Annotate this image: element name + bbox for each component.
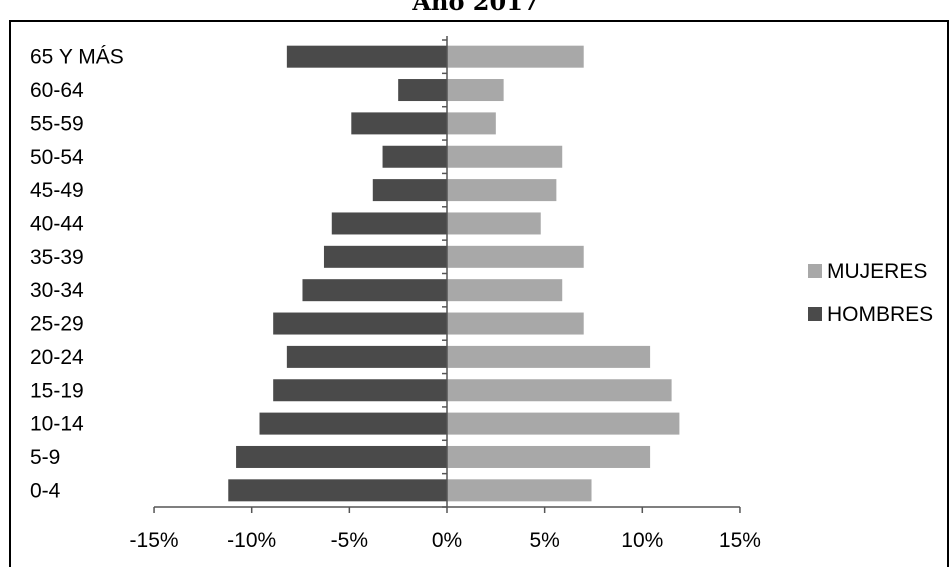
bar-mujeres-4 <box>447 179 557 202</box>
category-label: 0-4 <box>30 479 61 502</box>
bar-hombres-4 <box>372 179 447 202</box>
legend: MUJERES HOMBRES <box>808 260 933 326</box>
bar-hombres-0 <box>286 45 447 68</box>
bar-mujeres-11 <box>447 412 680 435</box>
legend-label-hombres: HOMBRES <box>827 303 933 326</box>
axis-layer <box>153 36 741 513</box>
bar-hombres-6 <box>323 245 447 268</box>
bar-hombres-7 <box>302 279 447 302</box>
bar-mujeres-3 <box>447 145 563 168</box>
bar-hombres-11 <box>259 412 447 435</box>
category-label: 65 Y MÁS <box>30 46 124 69</box>
x-tick-label: 5% <box>529 529 559 552</box>
x-tick-label: 15% <box>719 529 761 552</box>
legend-label-mujeres: MUJERES <box>827 260 927 283</box>
bar-hombres-5 <box>331 212 447 235</box>
bar-mujeres-2 <box>447 112 496 135</box>
chart-title: Año 2017 <box>412 0 540 16</box>
category-label: 30-34 <box>30 279 84 302</box>
category-label: 50-54 <box>30 146 84 169</box>
chart-frame <box>9 20 949 567</box>
x-tick-label: -15% <box>130 529 179 552</box>
category-label: 55-59 <box>30 112 84 135</box>
x-tick-label: -5% <box>331 529 368 552</box>
bar-mujeres-12 <box>447 445 651 468</box>
x-tick-label: -10% <box>227 529 276 552</box>
bar-mujeres-13 <box>447 479 592 502</box>
bar-mujeres-0 <box>447 45 584 68</box>
category-label: 15-19 <box>30 379 84 402</box>
bars-layer <box>228 45 680 502</box>
bar-hombres-9 <box>286 345 447 368</box>
bar-hombres-12 <box>236 445 447 468</box>
category-label: 20-24 <box>30 346 84 369</box>
category-label: 5-9 <box>30 446 60 469</box>
category-label: 40-44 <box>30 212 84 235</box>
legend-swatch-hombres <box>808 307 822 321</box>
x-tick-label: 10% <box>621 529 663 552</box>
bar-hombres-1 <box>398 79 447 102</box>
bar-hombres-13 <box>228 479 447 502</box>
category-label: 35-39 <box>30 246 84 269</box>
tick-labels: -15% -10% -5% 0% 5% 10% 15% <box>130 529 761 552</box>
bar-mujeres-5 <box>447 212 541 235</box>
bar-hombres-3 <box>382 145 447 168</box>
bar-hombres-2 <box>351 112 447 135</box>
category-labels: 65 Y MÁS 60-64 55-59 50-54 45-49 40-44 35-39 30… <box>30 46 124 503</box>
bar-hombres-8 <box>273 312 447 335</box>
x-tick-label: 0% <box>432 529 462 552</box>
legend-swatch-mujeres <box>808 264 822 278</box>
category-label: 60-64 <box>30 79 84 102</box>
category-label: 10-14 <box>30 413 84 436</box>
bar-mujeres-6 <box>447 245 584 268</box>
bar-mujeres-8 <box>447 312 584 335</box>
bar-mujeres-10 <box>447 379 672 402</box>
category-label: 25-29 <box>30 313 84 336</box>
category-label: 45-49 <box>30 179 84 202</box>
bar-mujeres-9 <box>447 345 651 368</box>
bar-mujeres-7 <box>447 279 563 302</box>
bar-mujeres-1 <box>447 79 504 102</box>
bar-hombres-10 <box>273 379 447 402</box>
